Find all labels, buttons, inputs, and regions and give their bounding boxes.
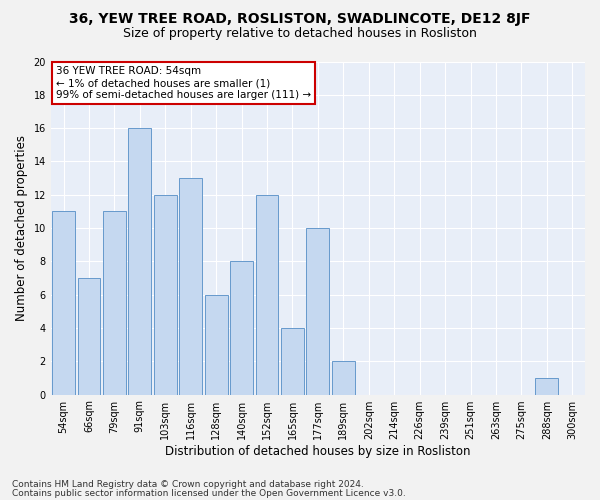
Bar — [332, 362, 355, 394]
Bar — [103, 212, 126, 394]
Bar — [77, 278, 100, 394]
Text: Contains HM Land Registry data © Crown copyright and database right 2024.: Contains HM Land Registry data © Crown c… — [12, 480, 364, 489]
Bar — [128, 128, 151, 394]
Bar — [179, 178, 202, 394]
Bar — [230, 262, 253, 394]
Text: 36 YEW TREE ROAD: 54sqm
← 1% of detached houses are smaller (1)
99% of semi-deta: 36 YEW TREE ROAD: 54sqm ← 1% of detached… — [56, 66, 311, 100]
Text: Size of property relative to detached houses in Rosliston: Size of property relative to detached ho… — [123, 28, 477, 40]
Bar — [281, 328, 304, 394]
Bar — [535, 378, 558, 394]
Bar — [205, 294, 227, 394]
Text: Contains public sector information licensed under the Open Government Licence v3: Contains public sector information licen… — [12, 488, 406, 498]
X-axis label: Distribution of detached houses by size in Rosliston: Distribution of detached houses by size … — [165, 444, 470, 458]
Bar — [52, 212, 75, 394]
Bar — [307, 228, 329, 394]
Text: 36, YEW TREE ROAD, ROSLISTON, SWADLINCOTE, DE12 8JF: 36, YEW TREE ROAD, ROSLISTON, SWADLINCOT… — [69, 12, 531, 26]
Bar — [256, 194, 278, 394]
Y-axis label: Number of detached properties: Number of detached properties — [15, 135, 28, 321]
Bar — [154, 194, 177, 394]
